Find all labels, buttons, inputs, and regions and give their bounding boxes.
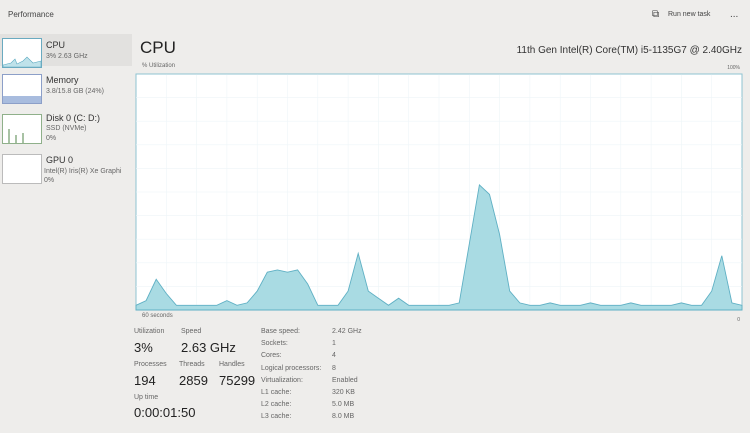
sidebar-detail: 3% 2.63 GHz [46, 53, 88, 60]
spec-value: 8.0 MB [332, 413, 355, 421]
stat-value: 194 [134, 373, 156, 388]
y-tick-label: 0 [737, 317, 740, 323]
more-button[interactable]: ... [730, 9, 739, 20]
spec-label: Logical processors: [261, 364, 322, 372]
spec-value: 5.0 MB [332, 401, 355, 409]
sidebar-detail: 0% [46, 135, 57, 142]
stat-label: Processes [134, 361, 167, 368]
run-new-task[interactable]: Run new task [668, 11, 711, 18]
sidebar-detail: Intel(R) Iris(R) Xe Graphi [44, 168, 122, 175]
sidebar-name[interactable]: Memory [46, 75, 79, 85]
gpu-thumb [2, 154, 42, 184]
y-tick-label: 100% [727, 65, 740, 71]
cpu-thumb [2, 38, 42, 68]
stat-value: 75299 [219, 373, 256, 388]
sidebar-name[interactable]: Disk 0 (C: D:) [46, 113, 100, 123]
spec-value: 320 KB [332, 389, 355, 396]
spec-value: 8 [332, 364, 336, 372]
graph-label: % Utilization [142, 63, 176, 69]
spec-label: Virtualization: [261, 376, 303, 384]
spec-label: Cores: [261, 352, 282, 360]
stat-label: Up time [134, 394, 159, 401]
sidebar-detail: 3.8/15.8 GB (24%) [46, 88, 104, 95]
stat-label: Threads [179, 361, 205, 368]
spec-value: 1 [332, 340, 336, 348]
spec-label: L3 cache: [261, 413, 292, 421]
disk-thumb [2, 114, 42, 144]
stat-value: 2.63 GHz [181, 340, 236, 355]
stat-value: 3% [134, 340, 153, 355]
stat-label: Handles [219, 361, 245, 368]
sidebar-detail: SSD (NVMe) [46, 125, 87, 132]
cpu-area [135, 183, 743, 311]
sidebar-name[interactable]: CPU [46, 40, 66, 50]
stat-label: Speed [181, 328, 202, 335]
processor-name: 11th Gen Intel(R) Core(TM) i5-1135G7 @ 2… [516, 45, 742, 56]
run-icon[interactable]: ⧉ [652, 9, 660, 20]
spec-label: Sockets: [261, 340, 288, 348]
stat-label: Utilization [134, 328, 165, 335]
spec-label: Base speed: [261, 328, 300, 335]
spec-value: 2.42 GHz [332, 328, 362, 335]
spec-label: L1 cache: [261, 389, 292, 396]
stat-value: 0:00:01:50 [134, 405, 196, 420]
time-label: 60 seconds [142, 313, 173, 319]
app-title: Performance [8, 10, 54, 19]
spec-value: 4 [332, 352, 336, 360]
main-title: CPU [140, 38, 176, 57]
sidebar-detail: 0% [44, 177, 55, 184]
spec-value: Enabled [332, 376, 358, 384]
stat-value: 2859 [179, 373, 208, 388]
memory-thumb [2, 74, 42, 104]
sidebar-name[interactable]: GPU 0 [46, 155, 74, 165]
spec-label: L2 cache: [261, 401, 292, 409]
